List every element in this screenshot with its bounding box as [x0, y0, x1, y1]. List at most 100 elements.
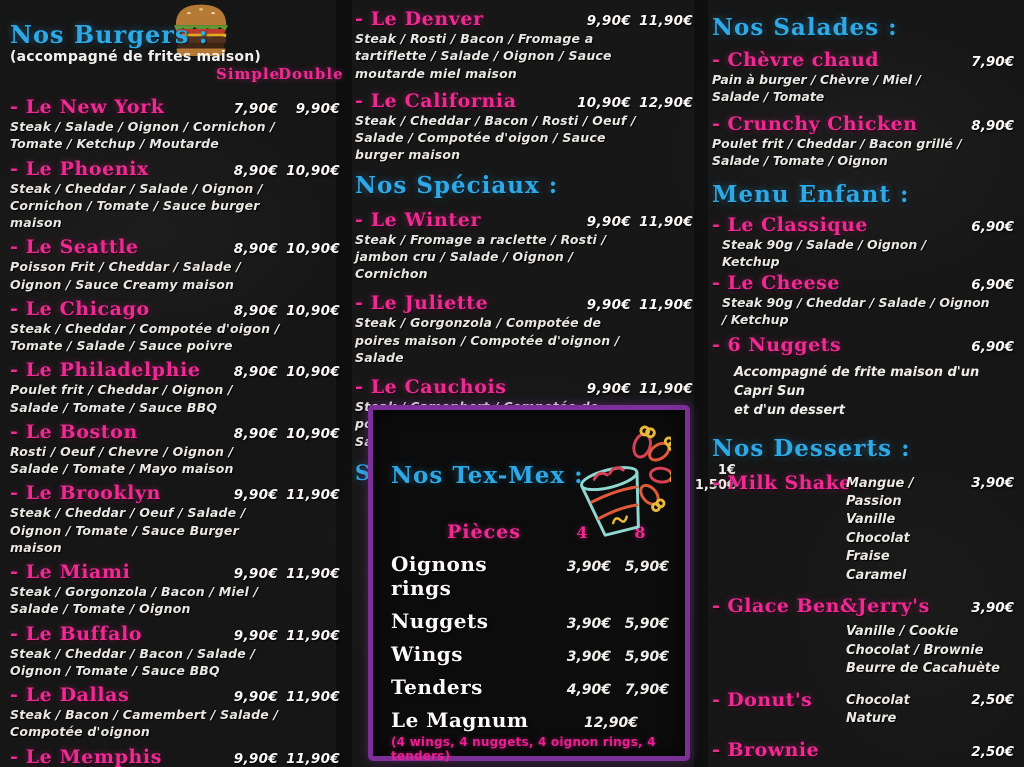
price-double: 10,90€	[286, 162, 340, 179]
texmex-row: Wings 3,90€ 5,90€	[391, 642, 669, 666]
item-name: - Le Phoenix	[10, 157, 149, 180]
right-column: Nos Salades : - Chèvre chaud 7,90€ Pain à…	[712, 0, 1014, 767]
item-desc: Steak / Salade / Oignon / Cornichon / To…	[10, 119, 276, 152]
item-price: 7,90€	[971, 54, 1014, 70]
texmex-row: Nuggets 3,90€ 5,90€	[391, 609, 669, 633]
menu-item: - Glace Ben&Jerry's 3,90€ Vanille / Cooki…	[712, 595, 1014, 678]
menu-item: - Chèvre chaud 7,90€ Pain à burger / Chèv…	[712, 49, 1014, 105]
texmex-price-8: 5,90€	[624, 559, 669, 575]
item-name: - Le Seattle	[10, 236, 139, 259]
item-name: - 6 Nuggets	[712, 334, 842, 356]
menu-item: - Le Dallas 9,90€ 11,90€ Steak / Bacon / C…	[10, 684, 340, 741]
menu-item: - Le Winter 9,90€ 11,90€ Steak / Fromage a…	[355, 209, 693, 283]
specials-section-title: Nos Spéciaux :	[355, 171, 559, 199]
texmex-item-name: Le Magnum	[391, 708, 529, 732]
size-column-double: Double	[278, 65, 344, 83]
price-simple: 8,90€	[233, 364, 278, 381]
item-name: - Glace Ben&Jerry's	[712, 595, 930, 618]
price-simple: 7,90€	[233, 101, 278, 117]
texmex-item-name: Nuggets	[391, 609, 489, 633]
texmex-item-name: Oignons rings	[391, 552, 488, 600]
item-name: - Le Miami	[10, 561, 131, 583]
item-name: - Chèvre chaud	[712, 49, 880, 71]
item-price: 8,90€	[971, 118, 1014, 134]
menu-item: - Le California 10,90€ 12,90€ Steak / Ched…	[355, 90, 693, 164]
menu-item: - Le Boston 8,90€ 10,90€ Rosti / Oeuf / Ch…	[10, 421, 340, 478]
supplement-price: 1€	[717, 462, 736, 478]
item-price: 6,90€	[971, 219, 1014, 235]
menu-item: - Le Buffalo 9,90€ 11,90€ Steak / Cheddar …	[10, 623, 340, 680]
item-desc: Poisson Frit / Cheddar / Salade / Oignon…	[10, 259, 242, 292]
item-price: 6,90€	[971, 277, 1014, 293]
texmex-pieces-header: Pièces 4 8	[391, 521, 669, 543]
item-name: - Le Buffalo	[10, 622, 143, 645]
texmex-price-4: 3,90€	[566, 559, 611, 575]
price-double: 10,90€	[286, 425, 340, 442]
pieces-col-8: 8	[634, 523, 646, 542]
enfant-section-title: Menu Enfant :	[712, 181, 910, 208]
item-desc: Steak / Cheddar / Salade / Oignon / Corn…	[10, 180, 263, 231]
item-name: - Le Chicago	[10, 297, 150, 320]
burgers-section-title: Nos Burgers :	[10, 20, 209, 49]
item-name: - Le Cheese	[712, 272, 840, 294]
item-desc: Steak 90g / Cheddar / Salade / Oignon / …	[722, 295, 990, 327]
item-desc: Steak / Rosti / Bacon / Fromage a tartif…	[355, 31, 612, 81]
item-desc: Steak / Cheddar / Compotée d'oigon / Tom…	[10, 320, 280, 353]
item-desc: Pain à burger / Chèvre / Miel / Salade /…	[712, 72, 922, 104]
menu-item: - Le Philadelphie 8,90€ 10,90€ Poulet frit…	[10, 359, 340, 416]
menu-item: - Le Phoenix 8,90€ 10,90€ Steak / Cheddar …	[10, 158, 340, 232]
price-simple: 10,90€	[577, 94, 631, 111]
price-simple: 9,90€	[586, 13, 631, 29]
burgers-subtitle: (accompagné de frites maison)	[10, 49, 262, 65]
menu-item: - Le Seattle 8,90€ 10,90€ Poisson Frit / C…	[10, 236, 340, 293]
item-name: - Donut's	[712, 688, 813, 711]
item-desc: Steak / Cheddar / Bacon / Salade / Oigno…	[10, 645, 256, 678]
price-simple: 8,90€	[233, 302, 278, 319]
item-name: - Le Classique	[712, 214, 869, 236]
menu-item: - Le Denver 9,90€ 11,90€ Steak / Rosti / B…	[355, 8, 693, 82]
texmex-price-8: 5,90€	[624, 649, 669, 665]
menu-item: - Le Classique 6,90€ Steak 90g / Salade /…	[712, 214, 1014, 270]
texmex-box: Nos Tex-Mex : Pièces 4 8 Oignons rings 3…	[368, 405, 690, 763]
texmex-row: Oignons rings 3,90€ 5,90€	[391, 552, 669, 600]
price-double: 11,90€	[639, 213, 693, 230]
item-desc: Steak 90g / Salade / Oignon / Ketchup	[722, 237, 927, 269]
price-simple: 9,90€	[586, 213, 631, 230]
menu-item: - Donut's Chocolat Nature 2,50€	[712, 689, 1014, 729]
item-name: - Le Cauchois	[355, 376, 507, 398]
texmex-price-4: 4,90€	[566, 682, 611, 698]
item-price: 2,50€	[971, 743, 1014, 760]
price-simple: 9,90€	[233, 487, 278, 504]
item-name: - Le Boston	[10, 420, 138, 443]
item-desc: Steak / Fromage a raclette / Rosti / jam…	[355, 231, 607, 282]
item-desc: Steak / Cheddar / Bacon / Rosti / Oeuf /…	[355, 112, 636, 163]
price-simple: 9,90€	[233, 566, 278, 582]
enfant-note: Accompagné de frite maison d'un Capri Su…	[734, 365, 980, 418]
desserts-section-title: Nos Desserts :	[712, 434, 911, 462]
supplement-price: 1,50€	[694, 477, 736, 493]
menu-item: - Milk Shake Mangue / Passion Vanille Ch…	[712, 472, 1014, 586]
menu-item: - Brownie 2,50€	[712, 739, 1014, 761]
price-double: 10,90€	[286, 364, 340, 381]
item-desc: Poulet frit / Cheddar / Oignon / Salade …	[10, 382, 233, 415]
texmex-price-4: 3,90€	[566, 616, 611, 632]
price-double: 11,90€	[639, 381, 693, 397]
price-double: 11,90€	[286, 487, 340, 504]
item-desc: Steak / Gorgonzola / Compotée de poires …	[355, 315, 620, 365]
item-name: - Le Memphis	[10, 745, 163, 767]
price-simple: 9,90€	[233, 627, 278, 644]
item-name: - Crunchy Chicken	[712, 113, 918, 135]
texmex-price-8: 7,90€	[624, 682, 669, 698]
price-simple: 8,90€	[233, 241, 278, 258]
texmex-price-4: 3,90€	[566, 649, 611, 665]
texmex-magnum-note: (4 wings, 4 nuggets, 4 oignon rings, 4 t…	[391, 735, 656, 763]
price-double: 10,90€	[286, 302, 340, 319]
price-simple: 9,90€	[586, 381, 631, 397]
item-price: 6,90€	[971, 339, 1014, 355]
texmex-price-8: 5,90€	[624, 616, 669, 632]
texmex-title: Nos Tex-Mex :	[391, 462, 584, 489]
item-price: 2,50€	[971, 691, 1014, 708]
menu-item: - Le New York 7,90€ 9,90€ Steak / Salade /…	[10, 96, 340, 153]
